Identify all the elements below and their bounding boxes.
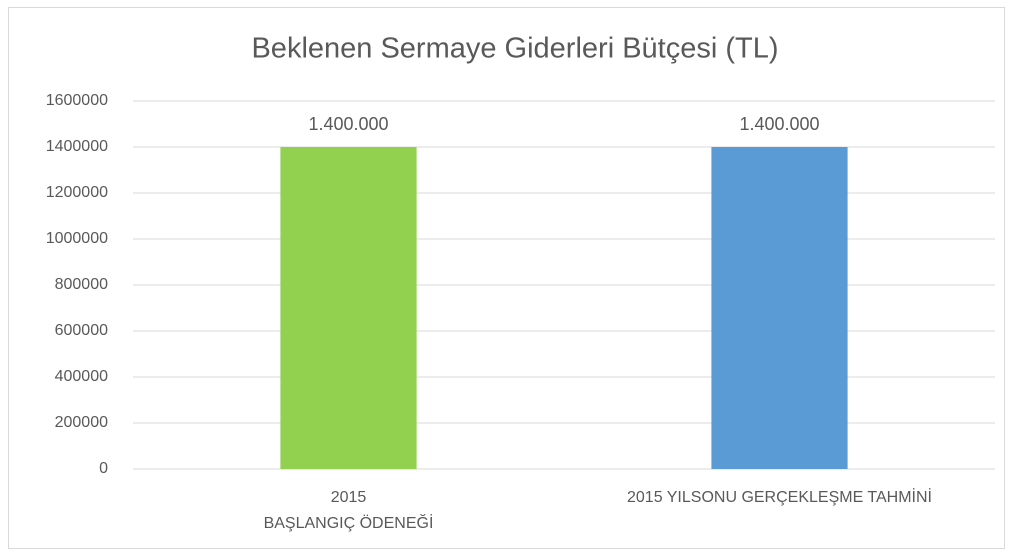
y-tick-label: 600000 [55,322,108,339]
chart-title: Beklenen Sermaye Giderleri Bütçesi (TL) [251,33,778,65]
bar [711,147,848,469]
value-label: 1.400.000 [308,114,388,134]
chart-border [8,7,1005,549]
y-tick-label: 1600000 [46,92,108,109]
y-tick-label: 400000 [55,368,108,385]
y-tick-label: 1400000 [46,138,108,155]
y-tick-label: 200000 [55,414,108,431]
y-tick-label: 1000000 [46,230,108,247]
y-tick-label: 0 [99,460,108,477]
x-tick-label: 2015 BAŞLANGIÇ ÖDENEĞİ [264,489,434,532]
y-tick-label: 800000 [55,276,108,293]
x-tick-label: 2015 YILSONU GERÇEKLEŞME TAHMİNİ [627,487,932,506]
value-label: 1.400.000 [739,114,819,134]
bar [280,147,417,469]
y-tick-label: 1200000 [46,184,108,201]
